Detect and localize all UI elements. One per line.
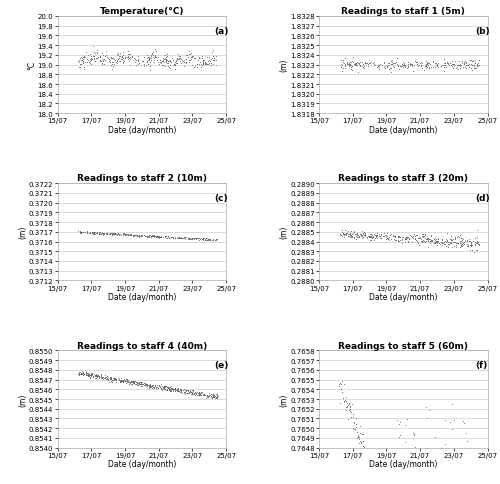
X-axis label: Date (day/month): Date (day/month) [108, 459, 176, 468]
Text: (f): (f) [476, 361, 488, 369]
Y-axis label: (m): (m) [280, 226, 288, 239]
Y-axis label: (m): (m) [280, 393, 288, 406]
X-axis label: Date (day/month): Date (day/month) [108, 125, 176, 135]
Title: Temperature(°C): Temperature(°C) [100, 7, 184, 16]
Text: (e): (e) [214, 361, 228, 369]
Text: (a): (a) [214, 27, 228, 36]
Y-axis label: (m): (m) [18, 226, 27, 239]
Y-axis label: (m): (m) [18, 393, 28, 406]
Text: (b): (b) [476, 27, 490, 36]
Title: Readings to staff 2 (10m): Readings to staff 2 (10m) [77, 174, 207, 183]
Y-axis label: °C: °C [27, 61, 36, 70]
Title: Readings to staff 4 (40m): Readings to staff 4 (40m) [76, 341, 207, 350]
Text: (c): (c) [214, 194, 228, 202]
Title: Readings to staff 5 (60m): Readings to staff 5 (60m) [338, 341, 468, 350]
X-axis label: Date (day/month): Date (day/month) [108, 292, 176, 302]
X-axis label: Date (day/month): Date (day/month) [369, 459, 438, 468]
Y-axis label: (m): (m) [280, 59, 288, 72]
X-axis label: Date (day/month): Date (day/month) [369, 292, 438, 302]
Title: Readings to staff 1 (5m): Readings to staff 1 (5m) [341, 7, 465, 16]
Title: Readings to staff 3 (20m): Readings to staff 3 (20m) [338, 174, 468, 183]
Text: (d): (d) [476, 194, 490, 202]
X-axis label: Date (day/month): Date (day/month) [369, 125, 438, 135]
